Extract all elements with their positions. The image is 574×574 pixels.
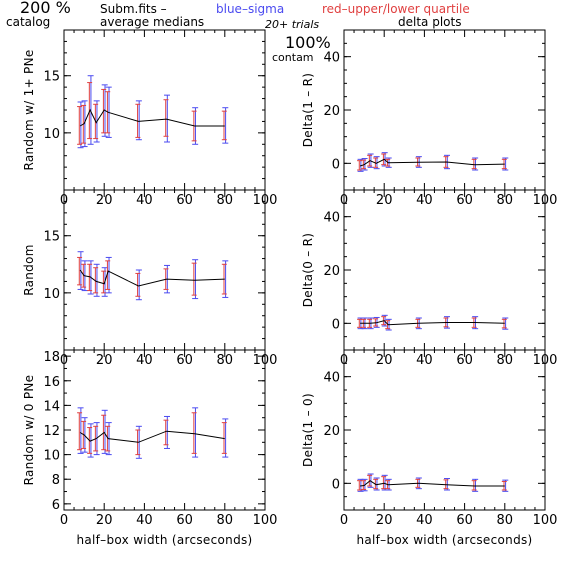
y-axis-label: Delta(1 – 0): [301, 393, 315, 467]
x-tick-label: 20: [96, 193, 113, 208]
median-line: [360, 320, 505, 326]
x-tick-label: 20: [376, 193, 393, 208]
x-axis-label: half–box width (arcseconds): [356, 533, 532, 547]
y-axis-label: Delta(0 – R): [301, 233, 315, 308]
header-trials: 20+ trials: [265, 18, 319, 31]
median-line: [79, 269, 225, 287]
header-catalog: catalog: [6, 15, 50, 29]
header-red-quartile: red–upper/lower quartile: [322, 2, 470, 16]
header-contam: contam: [272, 51, 314, 64]
median-line: [79, 430, 225, 443]
header-blue-sigma: blue–sigma: [216, 2, 284, 16]
header-avg: average medians: [100, 15, 204, 29]
y-tick-label: 40: [323, 371, 340, 386]
y-tick-label: 10: [43, 449, 60, 464]
x-tick-label: 60: [456, 513, 473, 528]
x-tick-label: 20: [376, 353, 393, 368]
y-tick-label: 0: [332, 477, 340, 492]
y-tick-label: 6: [52, 498, 60, 513]
x-tick-label: 20: [96, 353, 113, 368]
y-axis-label: Random w/ 1+ PNe: [22, 49, 36, 170]
y-axis-label: Delta(1 – R): [301, 73, 315, 148]
x-tick-label: 60: [456, 353, 473, 368]
x-tick-label: 0: [340, 513, 348, 528]
y-axis-label: Random: [22, 244, 36, 295]
y-tick-label: 0: [332, 317, 340, 332]
x-tick-label: 40: [136, 513, 153, 528]
y-tick-label: 20: [323, 264, 340, 279]
x-tick-label: 100: [533, 513, 558, 528]
x-axis-label: half–box width (arcseconds): [76, 533, 252, 547]
x-tick-label: 80: [217, 193, 234, 208]
median-line: [360, 480, 505, 487]
x-tick-label: 80: [497, 353, 514, 368]
x-tick-label: 80: [217, 513, 234, 528]
x-tick-label: 0: [60, 513, 68, 528]
x-tick-label: 60: [176, 513, 193, 528]
y-tick-label: 40: [323, 51, 340, 66]
x-tick-label: 40: [416, 353, 433, 368]
y-tick-label: 16: [43, 375, 60, 390]
y-tick-label: 18: [43, 350, 60, 365]
header-percent: 200 %: [20, 0, 71, 17]
y-tick-label: 10: [43, 127, 60, 142]
y-tick-label: 0: [332, 157, 340, 172]
x-tick-label: 40: [136, 353, 153, 368]
y-tick-label: 20: [323, 104, 340, 119]
header-delta: delta plots: [398, 15, 461, 29]
x-tick-label: 80: [497, 193, 514, 208]
plot-frame: [63, 349, 266, 511]
median-line: [359, 158, 505, 167]
y-tick-label: 12: [43, 424, 60, 439]
header-subm: Subm.fits –: [100, 2, 167, 16]
y-tick-label: 8: [52, 473, 60, 488]
y-tick-label: 10: [43, 287, 60, 302]
x-tick-label: 40: [136, 193, 153, 208]
x-tick-label: 60: [456, 193, 473, 208]
y-tick-label: 14: [43, 399, 60, 414]
y-tick-label: 20: [323, 424, 340, 439]
plot-frame: [343, 29, 546, 191]
x-tick-label: 40: [416, 513, 433, 528]
y-tick-label: 40: [323, 211, 340, 226]
x-tick-label: 100: [253, 513, 278, 528]
y-tick-label: 15: [43, 230, 60, 245]
x-tick-label: 80: [497, 513, 514, 528]
y-axis-label: Random w/ 0 PNe: [22, 375, 36, 486]
x-tick-label: 60: [176, 193, 193, 208]
panel-right-bottom: 0 20 40 60 80 100 0 20 40 Delta(1 – 0) half–box wi…: [301, 349, 558, 547]
x-tick-label: 20: [376, 513, 393, 528]
median-line: [79, 108, 225, 127]
x-tick-label: 40: [416, 193, 433, 208]
x-tick-label: 80: [217, 353, 234, 368]
panel-left-bottom: 0 20 40 60 80 100 6 8 10 12 14 16 18 Random w/ 0 PNe h…: [22, 349, 278, 547]
plot-frame: [63, 29, 266, 191]
plot-frame: [63, 189, 266, 351]
header-contam-percent: 100%: [285, 33, 331, 52]
x-tick-label: 20: [96, 513, 113, 528]
y-tick-label: 15: [43, 70, 60, 85]
plot-frame: [343, 349, 546, 511]
x-tick-label: 60: [176, 353, 193, 368]
